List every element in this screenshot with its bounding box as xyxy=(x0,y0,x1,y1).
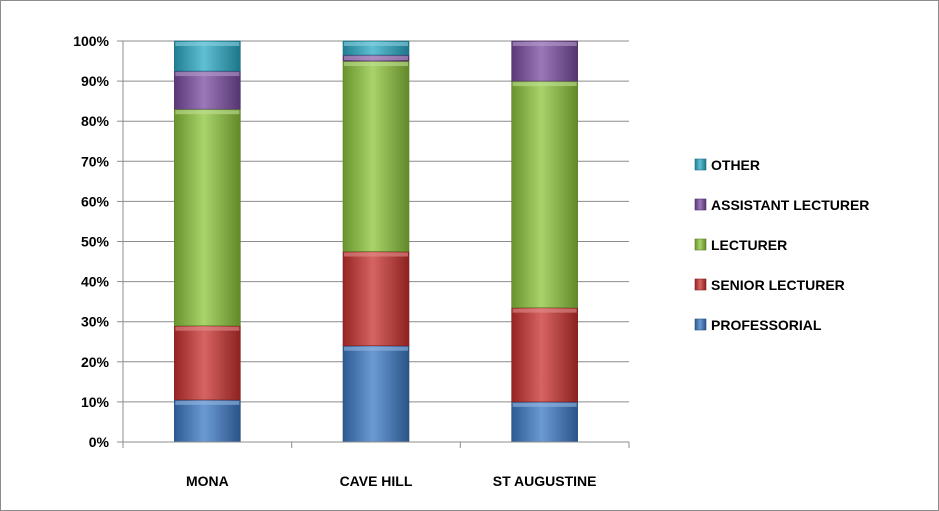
y-tick-label: 0% xyxy=(89,434,110,450)
bar-st-augustine-assistant-lecturer xyxy=(511,40,578,82)
bar-highlight xyxy=(344,346,408,351)
legend-swatch xyxy=(694,278,707,291)
bar-highlight xyxy=(344,56,408,61)
bar-st-augustine-senior-lecturer xyxy=(511,307,578,403)
y-tick-label: 100% xyxy=(73,33,109,49)
y-tick-label: 40% xyxy=(81,274,110,290)
bar-mona-professorial xyxy=(174,399,241,443)
legend-label: ASSISTANT LECTURER xyxy=(711,197,869,213)
legend: OTHER ASSISTANT LECTURER LECTURER SENIOR LE… xyxy=(694,157,869,333)
bar-highlight xyxy=(344,252,408,257)
bars xyxy=(174,40,578,443)
bar-highlight xyxy=(344,62,408,67)
y-tick-label: 50% xyxy=(81,234,110,250)
legend-swatch xyxy=(694,238,707,251)
bar-st-augustine-professorial xyxy=(511,401,578,443)
legend-label: PROFESSORIAL xyxy=(711,317,822,333)
bar-highlight xyxy=(512,308,577,313)
y-tick-label: 20% xyxy=(81,354,110,370)
legend-label: SENIOR LECTURER xyxy=(711,277,845,293)
bar-highlight xyxy=(175,326,240,331)
legend-label: LECTURER xyxy=(711,237,787,253)
bar-highlight xyxy=(175,400,240,405)
y-tick-label: 70% xyxy=(81,153,110,169)
bar-highlight xyxy=(175,72,240,77)
bar-mona-other xyxy=(174,40,241,72)
y-tick-label: 90% xyxy=(81,73,110,89)
x-tick-label-cave-hill: CAVE HILL xyxy=(340,473,413,489)
legend-swatch xyxy=(694,198,707,211)
y-tick-label: 60% xyxy=(81,193,110,209)
x-tick-label-mona: MONA xyxy=(186,473,229,489)
legend-item-senior-lecturer: SENIOR LECTURER xyxy=(694,277,845,293)
y-tick-label: 30% xyxy=(81,314,110,330)
bar-mona-lecturer xyxy=(174,108,241,327)
legend-swatch xyxy=(694,318,707,331)
bar-highlight xyxy=(512,42,577,46)
bar-st-augustine-lecturer xyxy=(511,80,578,308)
bar-highlight xyxy=(344,42,408,46)
y-tick-label: 80% xyxy=(81,113,110,129)
y-tick-label: 10% xyxy=(81,394,110,410)
bar-cave-hill-senior-lecturer xyxy=(342,251,410,347)
legend-label: OTHER xyxy=(711,157,760,173)
axes: 0% 10% 20% 30% 40% 50% 60% 70% 80% 90% 100% MONA CAV… xyxy=(73,33,630,489)
legend-item-other: OTHER xyxy=(694,157,760,173)
bar-mona-assistant-lecturer xyxy=(174,70,241,110)
bar-mona-senior-lecturer xyxy=(174,325,241,401)
bar-highlight xyxy=(512,82,577,87)
x-tick-label-st-augustine: ST AUGUSTINE xyxy=(493,473,597,489)
legend-item-assistant-lecturer: ASSISTANT LECTURER xyxy=(694,197,869,213)
legend-item-professorial: PROFESSORIAL xyxy=(694,317,822,333)
bar-cave-hill-professorial xyxy=(342,345,410,443)
bar-highlight xyxy=(175,110,240,115)
legend-swatch xyxy=(694,158,707,171)
legend-item-lecturer: LECTURER xyxy=(694,237,787,253)
bar-highlight xyxy=(512,402,577,407)
bar-highlight xyxy=(175,42,240,46)
bar-cave-hill-lecturer xyxy=(342,60,410,252)
